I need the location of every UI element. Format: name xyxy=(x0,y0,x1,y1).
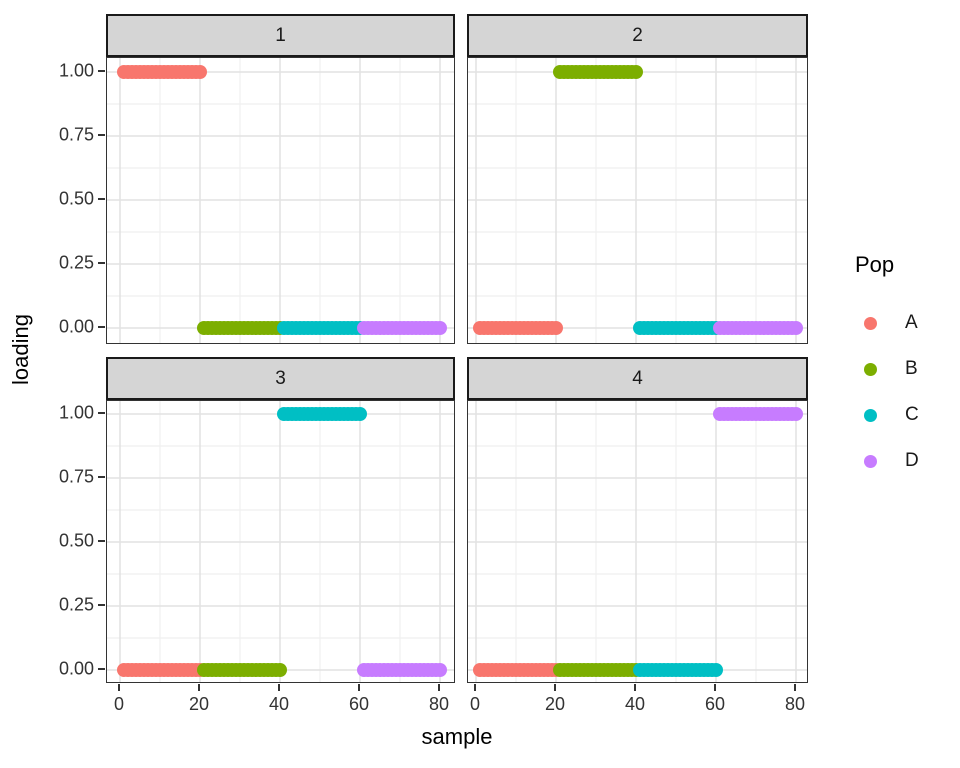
x-axis-title: sample xyxy=(421,724,493,749)
y-tick-mark xyxy=(98,326,105,328)
legend-entry-label: C xyxy=(905,404,919,425)
points-pop-B xyxy=(197,663,287,677)
y-tick-label: 0.25 xyxy=(58,594,94,615)
y-tick-label: 0.00 xyxy=(58,316,94,337)
facet-strip-label: 4 xyxy=(632,367,643,389)
facet-strip-1: 1 xyxy=(106,14,455,57)
y-tick-label: 0.75 xyxy=(58,466,94,487)
facet-strip-2: 2 xyxy=(467,14,808,57)
legend-marker-icon xyxy=(864,362,877,376)
x-tick-mark xyxy=(118,684,120,691)
x-tick-mark xyxy=(714,684,716,691)
x-tick-label: 40 xyxy=(268,694,290,714)
x-tick-label: 40 xyxy=(624,694,646,714)
x-tick-label: 0 xyxy=(469,694,480,714)
x-tick-mark xyxy=(474,684,476,691)
points-pop-A xyxy=(117,65,207,79)
y-tick-mark xyxy=(98,668,105,670)
legend-entry-label: D xyxy=(905,450,919,471)
points-pop-C xyxy=(633,663,723,677)
points-pop-A xyxy=(117,663,207,677)
points-pop-D xyxy=(713,407,803,421)
x-tick-label: 20 xyxy=(188,694,210,714)
points-pop-D xyxy=(713,321,803,335)
points-pop-A xyxy=(473,663,563,677)
points-pop-C xyxy=(277,407,367,421)
y-tick-label: 1.00 xyxy=(58,60,94,81)
facet-panel-1 xyxy=(106,57,455,344)
facet-strip-label: 1 xyxy=(275,24,286,46)
y-tick-label: 0.00 xyxy=(58,658,94,679)
x-tick-mark xyxy=(278,684,280,691)
y-tick-mark xyxy=(98,198,105,200)
facet-strip-3: 3 xyxy=(106,357,455,400)
legend-entry-D: D xyxy=(864,438,919,484)
points-pop-D xyxy=(357,663,447,677)
y-tick-label: 1.00 xyxy=(58,402,94,423)
x-tick-label: 60 xyxy=(348,694,370,714)
legend-marker-icon xyxy=(864,408,877,422)
x-tick-label: 80 xyxy=(428,694,450,714)
facet-panel-4 xyxy=(467,400,808,683)
x-tick-label: 60 xyxy=(704,694,726,714)
legend-entry-C: C xyxy=(864,392,919,438)
facet-strip-label: 3 xyxy=(275,367,286,389)
points-pop-A xyxy=(473,321,563,335)
y-tick-label: 0.50 xyxy=(58,530,94,551)
y-tick-mark xyxy=(98,134,105,136)
y-tick-mark xyxy=(98,476,105,478)
y-tick-label: 0.25 xyxy=(58,252,94,273)
y-tick-mark xyxy=(98,412,105,414)
facet-strip-label: 2 xyxy=(632,24,643,46)
legend-entry-label: A xyxy=(905,312,918,333)
x-tick-mark xyxy=(438,684,440,691)
facet-panel-3 xyxy=(106,400,455,683)
legend-entry-label: B xyxy=(905,358,918,379)
x-tick-label: 0 xyxy=(113,694,124,714)
points-pop-C xyxy=(277,321,367,335)
points-pop-B xyxy=(197,321,287,335)
points-pop-C xyxy=(633,321,723,335)
legend-entry-B: B xyxy=(864,346,918,392)
y-tick-label: 0.50 xyxy=(58,188,94,209)
y-tick-mark xyxy=(98,604,105,606)
x-tick-label: 20 xyxy=(544,694,566,714)
y-tick-label: 0.75 xyxy=(58,124,94,145)
y-tick-mark xyxy=(98,262,105,264)
legend-entry-A: A xyxy=(864,300,918,346)
facet-strip-4: 4 xyxy=(467,357,808,400)
x-tick-label: 80 xyxy=(784,694,806,714)
x-tick-mark xyxy=(358,684,360,691)
points-pop-B xyxy=(553,65,643,79)
legend-marker-icon xyxy=(864,454,877,468)
y-tick-mark xyxy=(98,70,105,72)
x-tick-mark xyxy=(634,684,636,691)
x-tick-mark xyxy=(794,684,796,691)
y-axis-title: loading xyxy=(8,314,33,385)
points-pop-B xyxy=(553,663,643,677)
facet-panel-2 xyxy=(467,57,808,344)
x-tick-mark xyxy=(554,684,556,691)
y-tick-mark xyxy=(98,540,105,542)
x-tick-mark xyxy=(198,684,200,691)
points-pop-D xyxy=(357,321,447,335)
legend-title: Pop xyxy=(855,252,895,277)
legend-marker-icon xyxy=(864,316,877,330)
